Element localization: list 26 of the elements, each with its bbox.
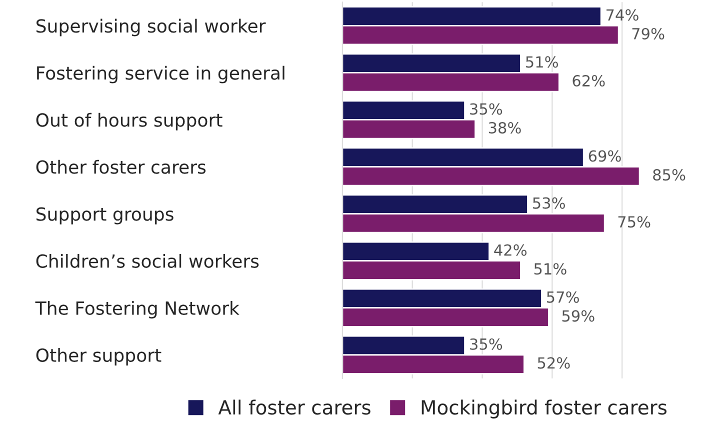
data-label: 42% <box>494 244 527 256</box>
data-label: 57% <box>547 291 579 303</box>
data-label: 38% <box>488 122 521 134</box>
data-label: 59% <box>562 310 594 322</box>
data-label: 69% <box>588 150 621 162</box>
legend-label: All foster carers <box>218 400 370 415</box>
y-tick-label: Out of hours support <box>36 112 222 130</box>
legend-label: Mockingbird foster carers <box>422 400 667 418</box>
data-label: 51% <box>526 56 558 68</box>
data-label: 52% <box>538 357 570 369</box>
data-label: 62% <box>572 74 605 87</box>
y-tick-label: The Fostering Network <box>35 300 240 318</box>
data-label: 51% <box>534 263 566 275</box>
data-label: 35% <box>470 103 502 115</box>
y-tick-label: Other support <box>36 348 162 366</box>
data-label: 79% <box>632 28 664 40</box>
y-tick-label: Other foster carers <box>36 160 206 174</box>
y-tick-label: Fostering service in general <box>37 66 284 84</box>
data-label: 74% <box>606 9 638 21</box>
data-label: 75% <box>618 216 650 228</box>
data-label: 53% <box>533 197 565 209</box>
y-tick-label: Support groups <box>36 207 174 224</box>
data-label: 85% <box>653 169 686 181</box>
y-tick-label: Supervising social worker <box>36 18 266 36</box>
data-label: 35% <box>470 338 502 350</box>
y-tick-label: Children’s social workers <box>36 254 259 268</box>
